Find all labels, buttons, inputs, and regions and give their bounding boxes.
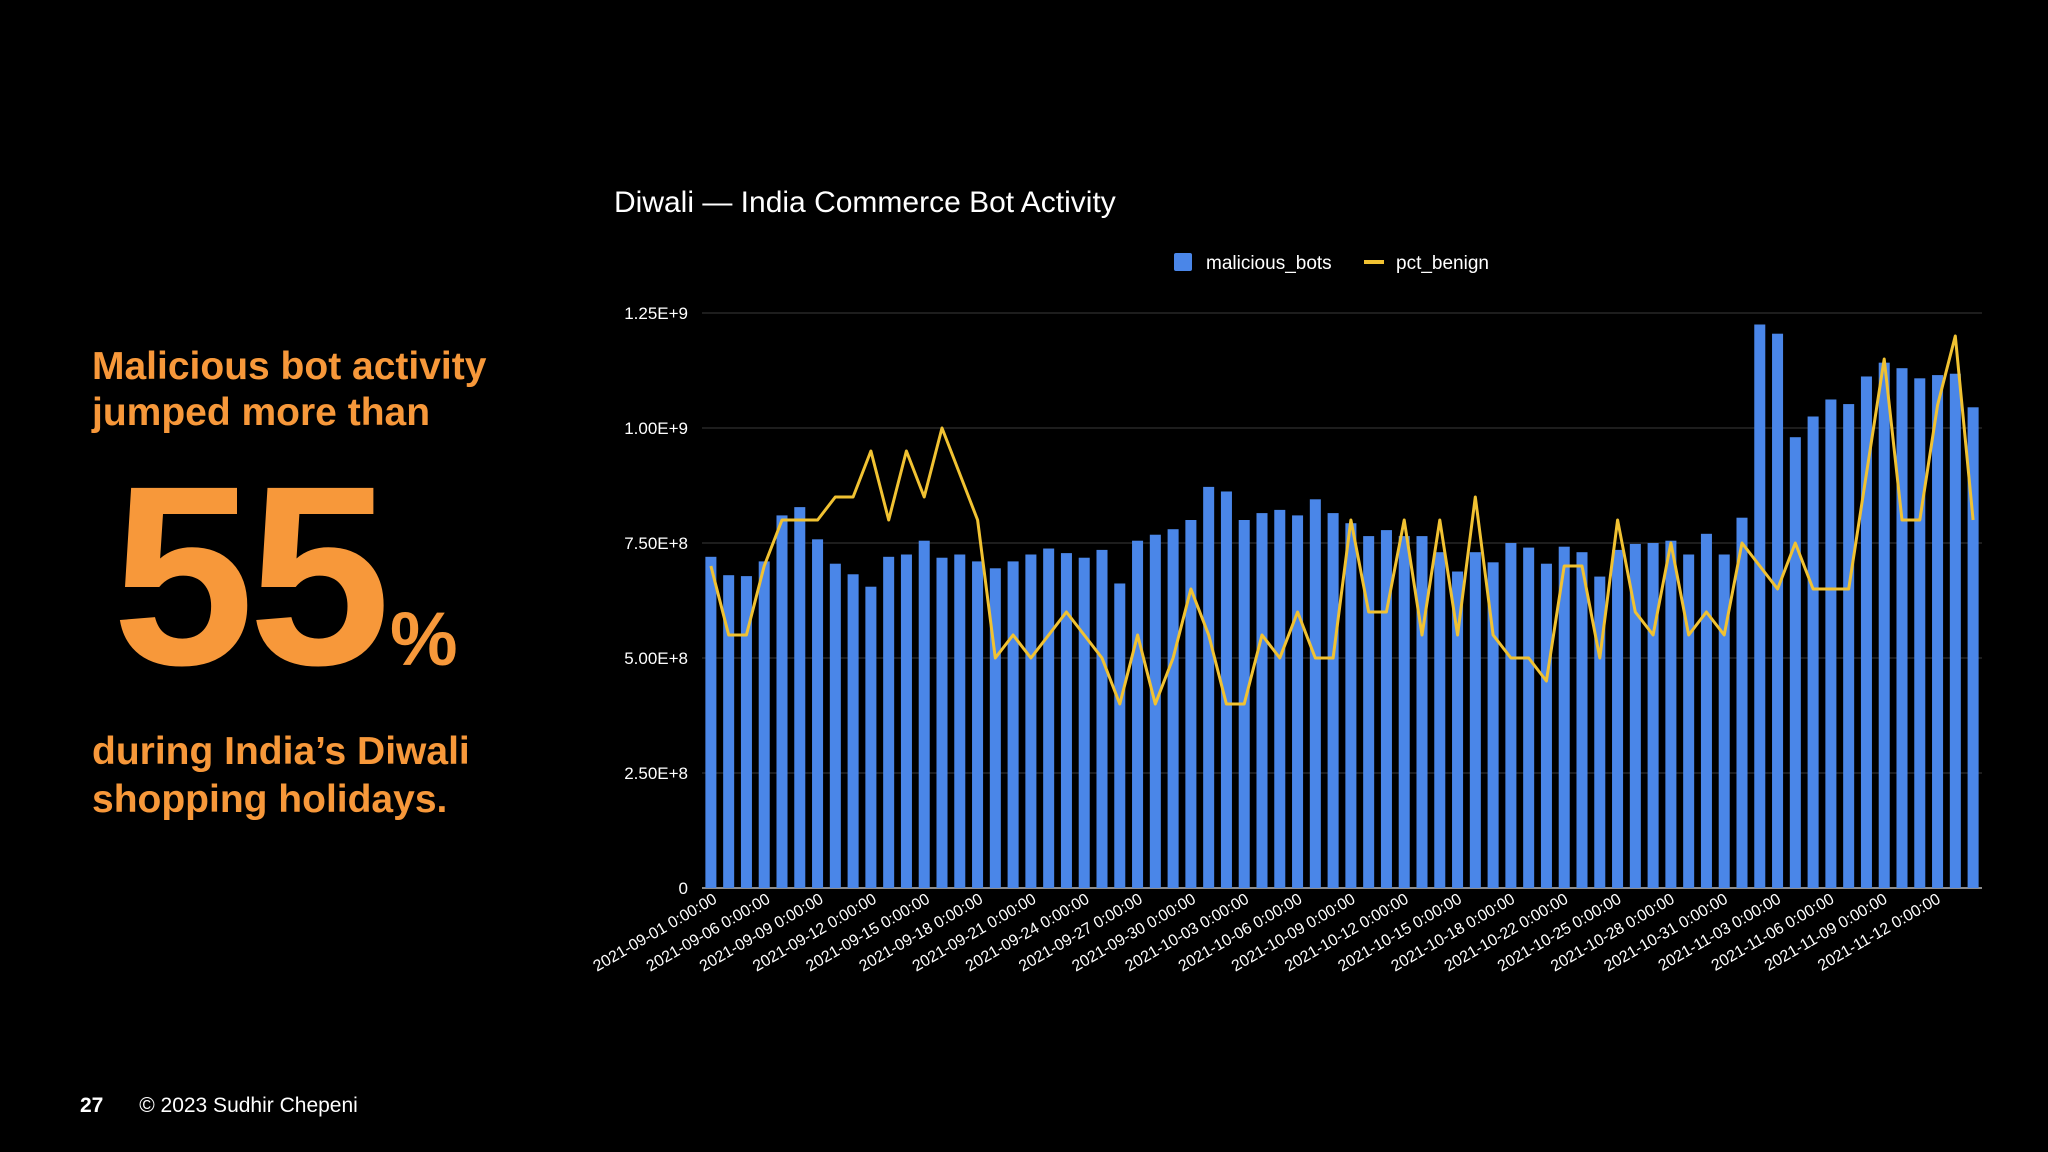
headline: Malicious bot activity jumped more than xyxy=(92,345,487,434)
percent-sign: % xyxy=(390,597,458,682)
subline: during India’s Diwali shopping holidays. xyxy=(92,730,470,821)
big-number: 55 xyxy=(112,433,391,719)
bar-malicious-bots xyxy=(1060,553,1072,888)
line-pct-benign xyxy=(709,334,1975,706)
y-tick-label: 0 xyxy=(679,879,688,898)
copyright: © 2023 Sudhir Chepeni xyxy=(139,1094,358,1117)
bar-malicious-bots xyxy=(776,515,788,888)
bar-malicious-bots xyxy=(794,507,806,888)
bar-malicious-bots xyxy=(1132,540,1144,888)
bar-malicious-bots xyxy=(1167,529,1179,888)
y-tick-label: 7.50E+8 xyxy=(624,534,688,553)
footer: 27 © 2023 Sudhir Chepeni xyxy=(80,1094,358,1118)
bar-malicious-bots xyxy=(1025,554,1037,888)
bar-malicious-bots xyxy=(989,568,1001,888)
bar-malicious-bots xyxy=(1949,373,1961,889)
bar-malicious-bots xyxy=(1612,549,1624,888)
bar-malicious-bots xyxy=(900,554,912,888)
bar-malicious-bots xyxy=(1256,513,1268,888)
bar-malicious-bots xyxy=(1754,324,1766,888)
bar-malicious-bots xyxy=(1309,499,1321,888)
bar-malicious-bots xyxy=(865,586,877,888)
bar-malicious-bots xyxy=(1203,486,1215,888)
bar-malicious-bots xyxy=(936,557,948,888)
bar-malicious-bots xyxy=(1114,583,1126,888)
bar-malicious-bots xyxy=(1860,376,1872,888)
bar-malicious-bots xyxy=(1558,546,1570,888)
bar-malicious-bots xyxy=(1718,554,1730,888)
bar-malicious-bots xyxy=(1825,399,1837,888)
bar-malicious-bots xyxy=(1345,523,1357,888)
bar-malicious-bots xyxy=(1363,536,1375,888)
y-tick-label: 5.00E+8 xyxy=(624,649,688,668)
bar-malicious-bots xyxy=(1914,378,1926,888)
bar-malicious-bots xyxy=(1843,404,1855,888)
bar-malicious-bots xyxy=(1043,548,1055,888)
bar-malicious-bots xyxy=(1416,536,1428,888)
bar-malicious-bots xyxy=(1807,416,1819,888)
bar-malicious-bots xyxy=(1878,362,1890,888)
bar-malicious-bots xyxy=(1149,534,1161,888)
y-tick-label: 1.25E+9 xyxy=(624,304,688,323)
bar-malicious-bots xyxy=(1505,543,1517,888)
chart-title: Diwali — India Commerce Bot Activity xyxy=(614,186,1116,219)
legend-label-pct-benign: pct_benign xyxy=(1396,253,1489,274)
bar-malicious-bots xyxy=(812,539,824,888)
bar-malicious-bots xyxy=(954,554,966,888)
bar-malicious-bots xyxy=(1487,562,1499,888)
bar-malicious-bots xyxy=(1469,552,1481,888)
bar-malicious-bots xyxy=(972,561,984,888)
bar-malicious-bots xyxy=(740,576,752,888)
bar-malicious-bots xyxy=(1274,509,1286,888)
bar-malicious-bots xyxy=(1665,540,1677,888)
bar-malicious-bots xyxy=(1540,563,1552,888)
bar-malicious-bots xyxy=(1523,547,1535,888)
bar-malicious-bots xyxy=(1185,520,1197,888)
bar-malicious-bots xyxy=(1576,552,1588,888)
bar-malicious-bots xyxy=(1220,491,1232,888)
bar-malicious-bots xyxy=(829,563,841,888)
bar-malicious-bots xyxy=(723,575,735,888)
bar-malicious-bots xyxy=(1736,517,1748,888)
bar-malicious-bots xyxy=(1683,554,1695,888)
y-tick-label: 2.50E+8 xyxy=(624,764,688,783)
bar-malicious-bots xyxy=(758,561,770,888)
bar-malicious-bots xyxy=(1452,571,1464,888)
bar-malicious-bots xyxy=(1896,368,1908,888)
bar-malicious-bots xyxy=(1292,515,1304,888)
y-tick-label: 1.00E+9 xyxy=(624,419,688,438)
bar-malicious-bots xyxy=(1398,536,1410,888)
bar-malicious-bots xyxy=(1629,543,1641,888)
bar-malicious-bots xyxy=(1789,437,1801,888)
page-number: 27 xyxy=(80,1094,104,1117)
bar-malicious-bots xyxy=(1967,407,1979,888)
bar-malicious-bots xyxy=(705,556,717,888)
bar-malicious-bots xyxy=(1700,533,1712,888)
bar-malicious-bots xyxy=(847,574,859,888)
bar-malicious-bots xyxy=(1594,576,1606,888)
bar-malicious-bots xyxy=(883,556,895,888)
bar-malicious-bots xyxy=(1007,561,1019,888)
bar-malicious-bots xyxy=(1647,543,1659,888)
bar-malicious-bots xyxy=(1096,549,1108,888)
bar-malicious-bots xyxy=(918,540,930,888)
legend-label-malicious-bots: malicious_bots xyxy=(1206,253,1332,274)
bar-malicious-bots xyxy=(1380,530,1392,888)
bar-malicious-bots xyxy=(1772,333,1784,888)
bar-malicious-bots xyxy=(1434,552,1446,888)
bar-malicious-bots xyxy=(1932,375,1944,889)
legend-swatch-malicious-bots xyxy=(1174,253,1192,271)
bar-malicious-bots xyxy=(1078,557,1090,888)
bar-malicious-bots xyxy=(1327,513,1339,888)
